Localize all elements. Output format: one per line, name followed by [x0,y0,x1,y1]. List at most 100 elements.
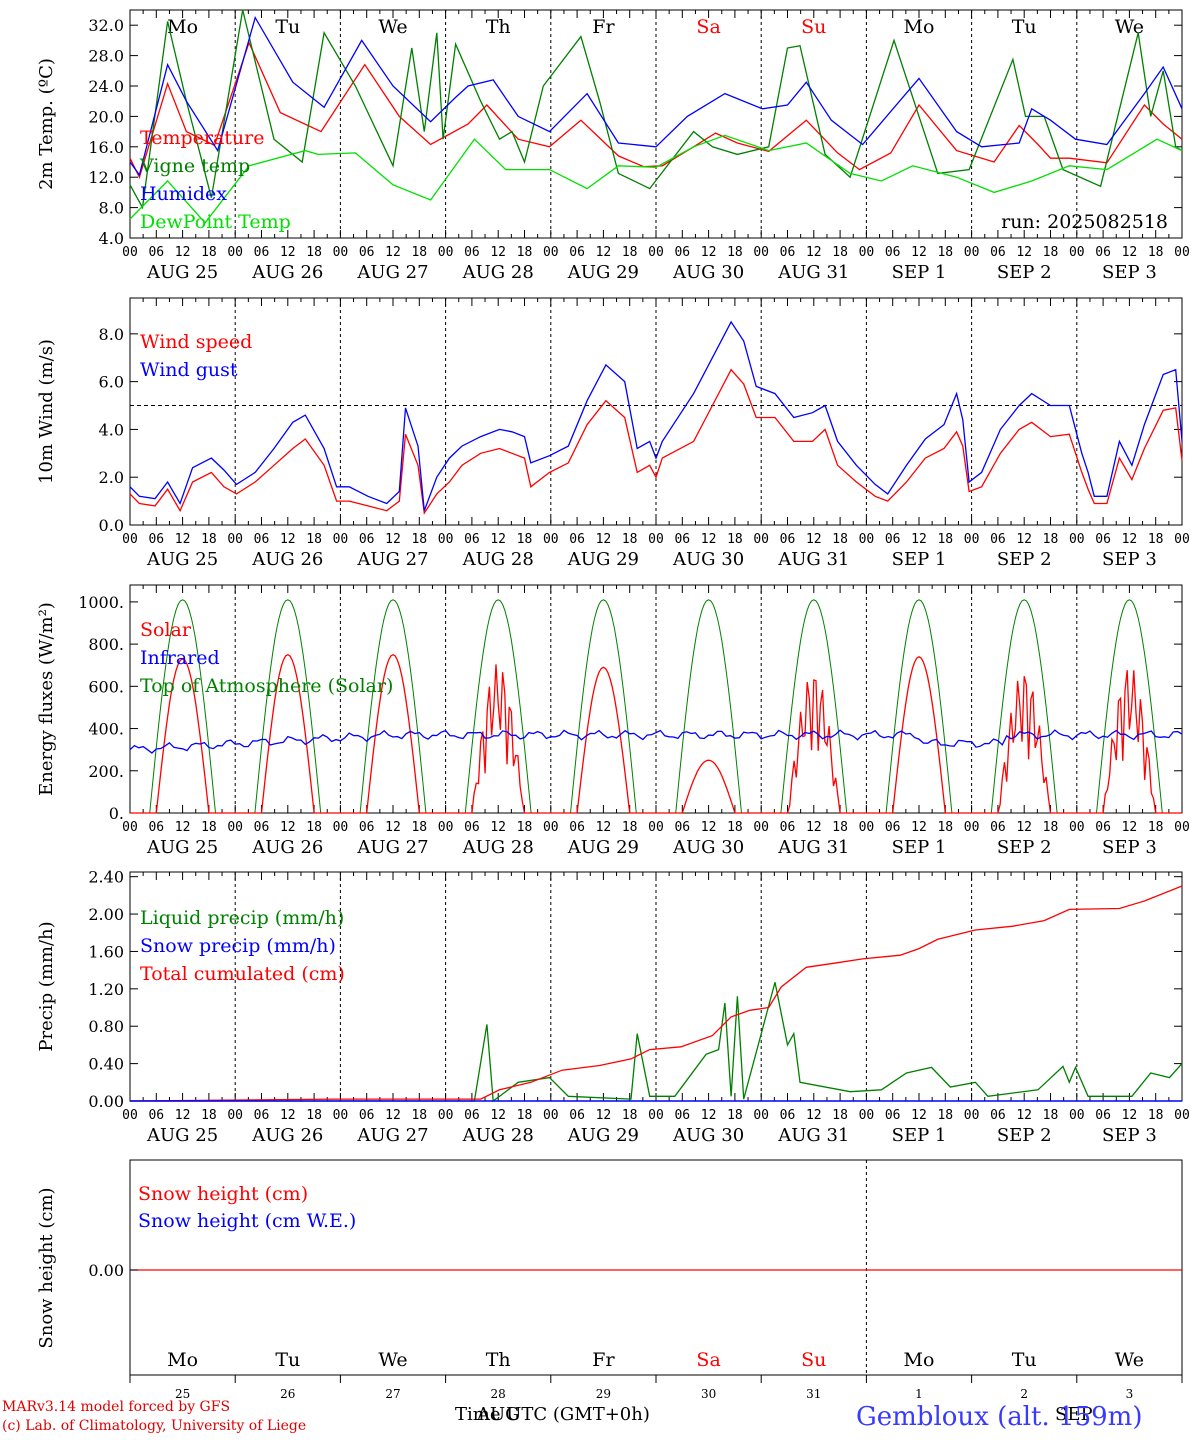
hour-tick-label: 18 [201,820,217,835]
weekday-label: Mo [904,1349,935,1371]
hour-tick-label: 06 [148,532,164,547]
y-tick-label: 400. [88,720,124,739]
legend-red-0: Wind speed [140,331,252,353]
hour-tick-label: 18 [622,1108,638,1123]
date-label: SEP 2 [997,837,1052,858]
series-line-3 [129,134,1183,224]
wind-line-1 [129,320,1183,511]
model-credits: MARv3.14 model forced by GFS (c) Lab. of… [2,1398,306,1436]
hour-tick-label: 00 [543,245,559,260]
hour-tick-label: 00 [438,532,454,547]
date-label: AUG 26 [251,1125,323,1146]
hour-tick-label: 06 [1095,245,1111,260]
hour-tick-label: 18 [832,532,848,547]
hour-tick-label: 00 [333,245,349,260]
hour-tick-label: 18 [1148,245,1164,260]
y-tick-label: 600. [88,677,124,696]
month-label-sep: SEP [1055,1404,1093,1425]
hour-tick-label: 06 [885,820,901,835]
hour-tick-label: 00 [964,1108,980,1123]
date-label: AUG 27 [356,1125,428,1146]
hour-tick-label: 00 [753,245,769,260]
hour-tick-label: 18 [517,245,533,260]
hour-tick-label: 06 [885,532,901,547]
y-tick-label: 28.0 [88,47,124,66]
hour-tick-label: 06 [464,1108,480,1123]
hour-tick-label: 12 [596,532,612,547]
date-label: AUG 31 [777,837,849,858]
day-number: 28 [491,1387,506,1401]
weekday-label: We [1115,16,1144,38]
y-tick-label: 32.0 [88,16,124,35]
hour-tick-label: 18 [306,532,322,547]
date-label: AUG 28 [462,837,534,858]
weekday-label: Mo [167,16,198,38]
y-tick-label: 2.00 [88,905,124,924]
hour-tick-label: 12 [385,245,401,260]
hour-tick-label: 00 [964,245,980,260]
hour-tick-label: 00 [438,820,454,835]
hour-tick-label: 18 [937,245,953,260]
legend-green-1: Vigne temp [139,155,250,177]
day-number: 30 [701,1387,716,1401]
hour-tick-label: 00 [648,532,664,547]
hour-tick-label: 12 [1016,245,1032,260]
hour-tick-label: 12 [596,1108,612,1123]
y-tick-label: 0.0 [99,516,124,535]
hour-tick-label: 18 [1148,820,1164,835]
hour-tick-label: 00 [1174,1108,1190,1123]
hour-tick-label: 06 [359,1108,375,1123]
hour-tick-label: 00 [859,532,875,547]
y-tick-label: 4.0 [99,229,124,248]
weekday-label: Mo [904,16,935,38]
legend-blue-1: Snow precip (mm/h) [140,935,336,957]
hour-tick-label: 00 [753,532,769,547]
hour-tick-label: 00 [753,1108,769,1123]
y-tick-label: 8.0 [99,199,124,218]
hour-tick-label: 00 [648,820,664,835]
hour-tick-label: 12 [1122,1108,1138,1123]
date-label: AUG 27 [356,549,428,570]
weekday-label: Tu [275,16,300,38]
date-label: AUG 30 [672,549,744,570]
hour-tick-label: 00 [964,820,980,835]
date-label: AUG 27 [356,837,428,858]
date-label: AUG 30 [672,1125,744,1146]
legend-green-2: Top of Atmosphere (Solar) [140,675,393,697]
date-label: SEP 3 [1102,837,1157,858]
day-number: 2 [1020,1387,1028,1401]
hour-tick-label: 06 [569,532,585,547]
hour-tick-label: 18 [937,820,953,835]
date-label: AUG 25 [146,1125,218,1146]
y-tick-label: 12.0 [88,168,124,187]
hour-tick-label: 18 [1148,1108,1164,1123]
weekday-label: Sa [696,16,720,38]
date-label: SEP 1 [892,262,947,283]
hour-tick-label: 18 [1043,245,1059,260]
hour-tick-label: 00 [333,1108,349,1123]
legend-green-0: Liquid precip (mm/h) [140,907,344,929]
date-label: SEP 1 [892,837,947,858]
hour-tick-label: 12 [701,1108,717,1123]
y-tick-label: 24.0 [88,77,124,96]
wind-line-0 [129,368,1183,515]
weekday-label: Fr [592,1349,615,1371]
hour-tick-label: 06 [359,532,375,547]
hour-tick-label: 00 [1069,245,1085,260]
series-line-2 [129,15,1183,177]
hour-tick-label: 12 [701,820,717,835]
date-label: AUG 26 [251,549,323,570]
hour-tick-label: 00 [753,820,769,835]
hour-tick-label: 18 [306,245,322,260]
date-label: SEP 2 [997,1125,1052,1146]
hour-tick-label: 00 [122,245,138,260]
hour-tick-label: 12 [385,1108,401,1123]
hour-tick-label: 06 [148,820,164,835]
hour-tick-label: 00 [543,1108,559,1123]
hour-tick-label: 18 [201,1108,217,1123]
hour-tick-label: 12 [806,245,822,260]
hour-tick-label: 06 [885,245,901,260]
series-line-1 [129,9,1183,210]
time-axis-label: Time UTC (GMT+0h) [455,1404,650,1425]
weekday-label: Su [801,16,826,38]
